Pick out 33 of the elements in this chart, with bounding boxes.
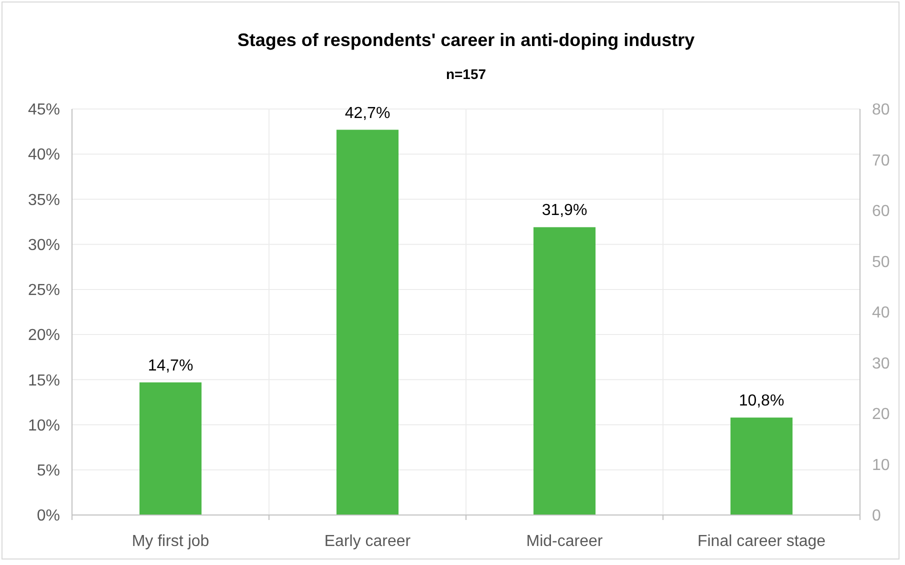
y2-tick-label: 0 (872, 508, 881, 525)
chart-subtitle: n=157 (446, 66, 486, 82)
y2-tick-label: 10 (872, 456, 890, 474)
y2-tick-label: 60 (872, 203, 890, 220)
y-tick-label: 30% (28, 236, 60, 254)
y2-tick-label: 50 (872, 254, 890, 271)
x-tick-label: Early career (324, 533, 412, 550)
bar (533, 227, 596, 515)
x-tick-label: Mid-career (526, 533, 604, 550)
y-tick-label: 10% (28, 417, 60, 434)
data-label: 10,8% (738, 392, 784, 410)
data-label: 14,7% (148, 357, 194, 374)
data-label: 31,9% (542, 202, 588, 220)
bar (139, 382, 202, 515)
data-label: 42,7% (344, 104, 390, 122)
y2-tick-label: 20 (872, 406, 890, 424)
y-tick-label: 25% (28, 282, 60, 300)
bar (336, 130, 399, 515)
y-tick-label: 40% (28, 146, 60, 164)
y-tick-label: 35% (28, 192, 60, 209)
chart-title: Stages of respondents' career in anti-doping industry (237, 30, 695, 50)
y2-tick-label: 40 (872, 304, 890, 322)
bar (730, 418, 793, 515)
y-tick-label: 0% (36, 508, 60, 525)
y2-tick-label: 30 (872, 355, 890, 372)
y-tick-label: 45% (28, 102, 60, 119)
x-tick-label: Final career stage (697, 533, 826, 550)
x-tick-label: My first job (132, 533, 210, 550)
y-tick-label: 5% (36, 462, 60, 480)
y2-tick-label: 70 (872, 152, 890, 170)
y-tick-label: 20% (28, 327, 60, 344)
y2-tick-label: 80 (872, 102, 890, 119)
y-tick-label: 15% (28, 372, 60, 390)
